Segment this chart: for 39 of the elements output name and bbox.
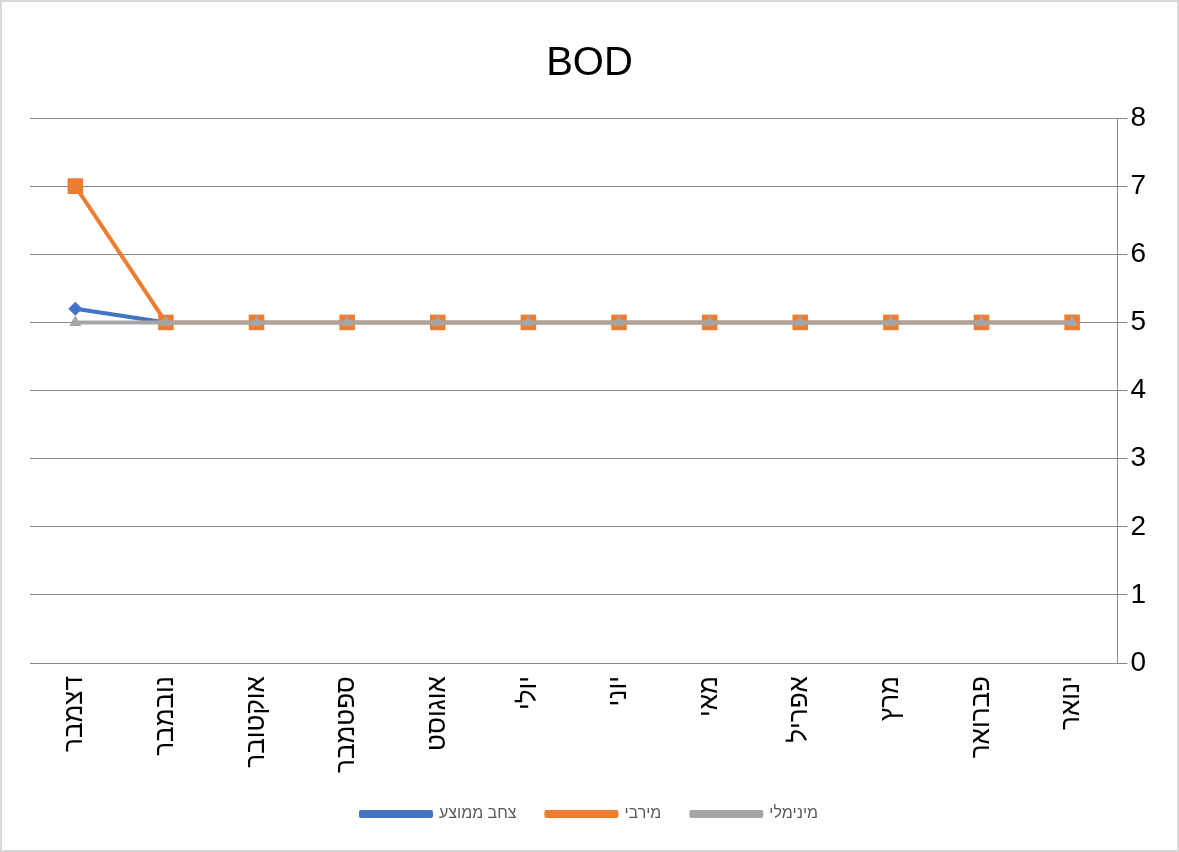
point	[159, 315, 172, 326]
chart-title: BOD	[546, 39, 633, 84]
point	[612, 315, 626, 326]
y-tick-label: 5	[1130, 305, 1147, 337]
point	[1066, 315, 1079, 326]
point	[522, 315, 535, 326]
y-tick-label: 8	[1130, 100, 1147, 132]
y-tick-label: 1	[1130, 577, 1147, 609]
point	[67, 178, 84, 194]
x-tick-label: דצמבר	[58, 676, 89, 752]
x-tick-label: ינואר	[1055, 676, 1086, 730]
legend-label: מינימלי	[769, 804, 819, 822]
x-tick-label: מרץ	[874, 676, 905, 721]
point	[69, 315, 82, 326]
x-tick-label: פברואר	[964, 676, 995, 759]
point	[341, 315, 354, 326]
point	[68, 301, 83, 316]
x-tick-label: יוני	[602, 676, 633, 707]
point	[794, 315, 807, 326]
y-tick-label: 7	[1130, 168, 1147, 200]
x-tick-label: אוקטובר	[239, 676, 270, 768]
y-tick-label: 6	[1130, 236, 1147, 268]
x-tick-label: אפריל	[783, 676, 814, 743]
x-tick-label: נובמבר	[149, 676, 180, 756]
point	[703, 315, 716, 326]
y-tick-label: 0	[1130, 645, 1147, 677]
legend-label: מירבי	[624, 804, 662, 822]
y-tick-label: 3	[1130, 441, 1147, 473]
legend-label: צחב ממוצע	[438, 804, 517, 822]
point	[884, 315, 897, 326]
y-tick-label: 4	[1130, 373, 1147, 405]
x-tick-label: אוגוסט	[420, 676, 451, 751]
point	[975, 315, 988, 326]
x-tick-label: יולי	[511, 676, 542, 711]
point	[250, 315, 263, 326]
point	[431, 315, 444, 326]
x-tick-label: ספטמבר	[330, 676, 361, 774]
x-tick-label: מאי	[692, 676, 723, 718]
y-tick-label: 2	[1130, 509, 1147, 541]
